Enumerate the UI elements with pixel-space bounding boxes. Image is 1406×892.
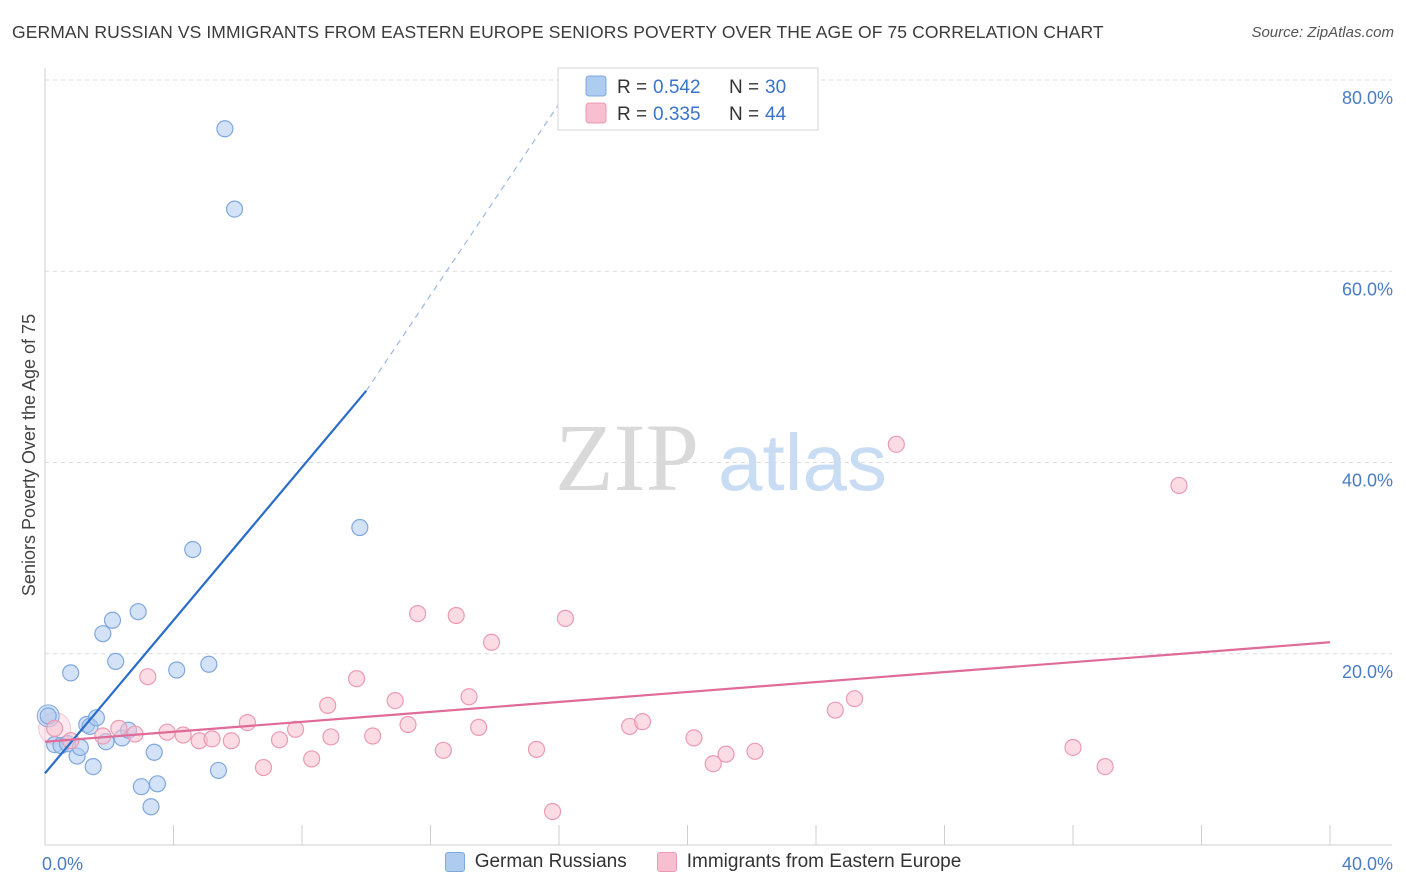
data-point-blue [94,625,112,643]
axes [44,68,1392,846]
data-point-pink [746,742,764,760]
y-tick-label: 20.0% [1342,662,1393,682]
grid-lines [45,79,1392,655]
data-point-blue [142,798,160,816]
legend-label: Immigrants from Eastern Europe [686,851,962,872]
data-point-pink [633,713,652,731]
data-point-blue [107,652,125,671]
legend-item-immigrants-eastern-europe: Immigrants from Eastern Europe [656,851,962,873]
data-point-pink [222,732,240,750]
legend-swatch-blue [444,852,465,872]
data-point-blue [168,661,186,679]
data-point-pink [409,604,427,623]
legend-r-label: R = [617,77,647,98]
data-point-blue [62,664,80,682]
y-axis-label: Seniors Poverty Over the Age of 75 [19,314,39,596]
data-point-pink [887,435,905,453]
data-point-pink [556,609,575,627]
data-point-blue [225,200,244,218]
top-legend: R = 0.542 N = 30 R = 0.335 N = 44 [557,67,819,131]
data-point-pink [685,729,703,747]
watermark-atlas: atlas [718,418,887,507]
legend-item-german-russians: German Russians [444,851,627,873]
legend-r-value: 0.542 [653,77,701,98]
data-point-pink [322,728,340,746]
data-point-blue [145,743,163,761]
data-point-pink [1096,757,1114,776]
y-tick-label: 80.0% [1342,88,1393,108]
chart-title: GERMAN RUSSIAN VS IMMIGRANTS FROM EASTER… [12,22,1104,42]
bottom-legend: German Russians Immigrants from Eastern … [0,851,1406,873]
legend-n-value: 44 [765,104,787,125]
data-point-pink [482,633,501,651]
data-point-blue [103,611,122,629]
data-point-pink [174,726,192,744]
data-point-pink [139,668,157,686]
data-point-pink [704,755,722,773]
data-point-pink [303,750,321,768]
tick-labels: 20.0% 40.0% 60.0% 80.0% 0.0% 40.0% [42,88,1393,874]
data-point-pink [270,731,289,749]
data-point-pink [364,727,382,745]
y-tick-label: 60.0% [1342,279,1393,299]
trend-line-blue-extension [365,79,576,392]
data-point-pink [348,670,366,688]
data-point-pink [254,758,273,777]
data-point-pink [527,740,546,758]
data-point-pink [434,741,452,759]
data-point-pink [717,745,735,763]
chart-source: Source: ZipAtlas.com [1251,24,1394,41]
trend-line-pink [44,641,1331,743]
data-points [36,120,1188,821]
x-tick-label: 40.0% [1342,854,1393,874]
data-point-pink [319,696,337,714]
data-point-pink [470,718,488,736]
data-point-blue [132,778,150,796]
trend-line-blue [44,390,368,774]
data-point-blue [209,761,228,780]
y-tick-label: 40.0% [1342,471,1393,491]
data-point-pink [826,701,844,719]
data-point-pink [460,688,478,706]
legend-r-value: 0.335 [653,104,701,125]
trend-lines [44,79,1331,774]
data-point-blue [84,757,102,776]
data-point-pink [110,719,128,737]
data-point-pink [399,715,417,734]
legend-swatch-pink [585,102,607,124]
data-point-blue [87,709,106,727]
data-point-pink [203,730,221,748]
data-point-pink [238,713,256,732]
data-point-blue [184,540,202,559]
legend-label: German Russians [474,851,627,872]
data-point-blue [351,518,369,537]
legend-n-label: N = [729,77,759,98]
data-point-blue [129,603,147,621]
legend-r-label: R = [617,104,647,125]
legend-n-value: 30 [765,77,786,98]
legend-n-label: N = [729,104,759,125]
data-point-blue [200,655,218,673]
data-point-pink [543,802,562,821]
data-point-pink [447,606,465,625]
x-tick-label: 0.0% [42,854,83,874]
data-point-blue [148,775,167,793]
legend-swatch-blue [585,75,607,97]
data-point-pink [1170,476,1188,495]
data-point-pink [1064,738,1082,757]
data-point-blue [216,120,234,138]
data-point-pink [386,692,404,710]
data-point-pink [46,719,64,737]
data-point-pink [845,690,864,708]
watermark-zip: ZIP [555,404,699,511]
legend-swatch-pink [656,852,677,872]
